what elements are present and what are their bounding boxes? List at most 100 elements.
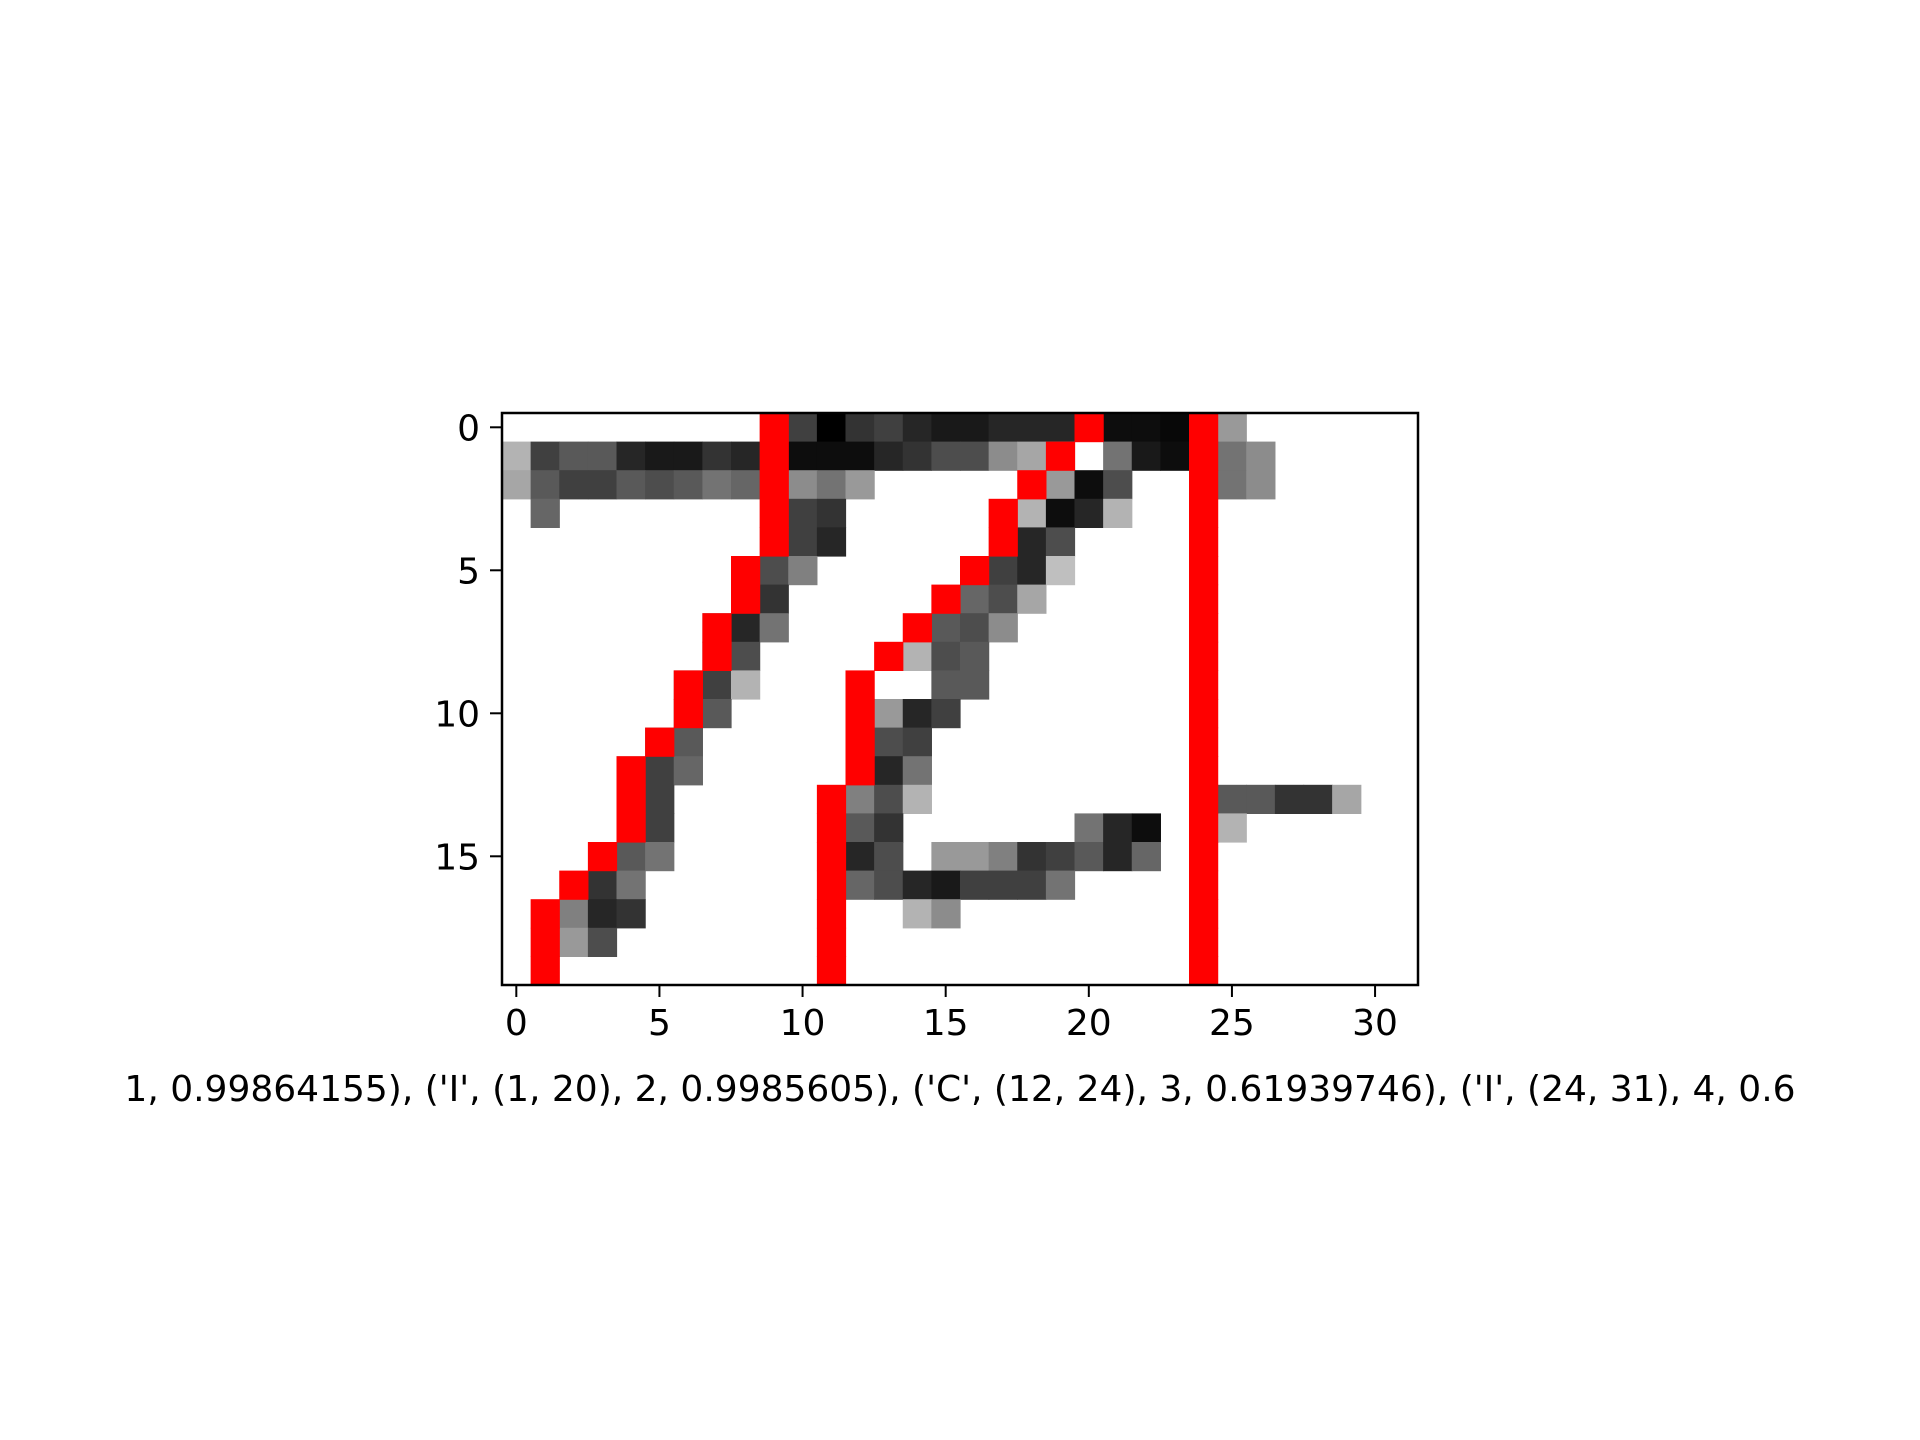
segment-pixel (1189, 899, 1219, 929)
image-pixel (702, 699, 732, 729)
image-pixel (1074, 813, 1104, 843)
image-pixel (1332, 784, 1362, 814)
image-pixel (1017, 413, 1047, 443)
image-pixel (1045, 556, 1076, 586)
image-pixel (1045, 842, 1076, 872)
plot-area: 0 5 10 15 20 25 30 0 5 10 15 (434, 408, 1420, 1044)
segment-pixel (1074, 413, 1104, 443)
image-pixel (1246, 441, 1276, 471)
image-pixel (1274, 784, 1305, 814)
image-pixel (616, 870, 646, 900)
segment-pixel (816, 813, 847, 843)
image-pixel (988, 870, 1018, 900)
image-pixel (931, 842, 961, 872)
image-pixel (1103, 413, 1133, 443)
image-pixel (874, 813, 904, 843)
image-pixel (645, 441, 675, 471)
x-tick-label: 15 (923, 1003, 969, 1044)
segment-pixel (616, 784, 646, 814)
image-pixel (1045, 527, 1076, 557)
segment-pixel (587, 842, 618, 872)
segment-pixel (816, 870, 847, 900)
x-tick-label: 0 (505, 1003, 528, 1044)
segment-pixel (530, 956, 560, 986)
segment-pixel (759, 527, 789, 557)
image-pixel (1131, 842, 1161, 872)
image-pixel (645, 813, 675, 843)
image-pixel (616, 470, 646, 500)
segment-pixel (845, 756, 875, 786)
image-pixel (1303, 784, 1333, 814)
image-pixel (988, 842, 1018, 872)
segment-pixel (1189, 813, 1219, 843)
image-pixel (960, 870, 990, 900)
caption-text: 1, 0.99864155), ('I', (1, 20), 2, 0.9985… (124, 1069, 1795, 1110)
image-pixel (702, 470, 732, 500)
segment-pixel (931, 584, 961, 614)
image-pixel (616, 842, 646, 872)
image-pixel (902, 413, 932, 443)
image-pixel (816, 470, 847, 500)
y-axis: 0 5 10 15 (434, 408, 502, 878)
segment-pixel (988, 498, 1018, 528)
image-pixel (1103, 441, 1133, 471)
image-pixel (788, 470, 818, 500)
image-pixel (788, 413, 818, 443)
image-pixel (988, 441, 1018, 471)
image-pixel (759, 584, 789, 614)
segment-pixel (1189, 927, 1219, 957)
segment-pixel (702, 641, 732, 671)
image-pixel (931, 613, 961, 643)
image-pixel (1017, 870, 1047, 900)
y-tick-label: 5 (457, 551, 480, 592)
segment-pixel (673, 670, 703, 700)
image-pixel (874, 699, 904, 729)
image-pixel (1131, 813, 1161, 843)
image-pixel (845, 842, 875, 872)
image-pixel (988, 556, 1018, 586)
image-pixel (502, 441, 532, 471)
x-tick-label: 20 (1066, 1003, 1112, 1044)
image-pixel (788, 441, 818, 471)
image-pixel (559, 899, 589, 929)
segment-pixel (1017, 470, 1047, 500)
segment-pixel (1189, 784, 1219, 814)
image-pixel (788, 556, 818, 586)
image-pixel (1103, 470, 1133, 500)
image-pixel (1217, 470, 1247, 500)
segment-pixel (816, 842, 847, 872)
image-pixel (587, 927, 618, 957)
segment-pixel (816, 927, 847, 957)
x-tick-label: 10 (780, 1003, 826, 1044)
image-pixel (673, 470, 703, 500)
image-pixel (960, 670, 990, 700)
image-pixel (845, 784, 875, 814)
segment-pixel (759, 498, 789, 528)
image-pixel (874, 784, 904, 814)
image-pixel (931, 899, 961, 929)
image-pixel (673, 441, 703, 471)
segment-pixel (530, 927, 560, 957)
image-pixel (845, 470, 875, 500)
image-pixel (816, 413, 847, 443)
image-pixel (816, 527, 847, 557)
image-pixel (1131, 413, 1161, 443)
segment-pixel (1189, 527, 1219, 557)
segment-pixel (759, 470, 789, 500)
image-pixel (702, 441, 732, 471)
image-pixel (988, 584, 1018, 614)
image-pixel (673, 756, 703, 786)
segment-pixel (1189, 956, 1219, 986)
segment-pixel (1189, 413, 1219, 443)
image-pixel (1131, 441, 1161, 471)
image-pixel (731, 641, 761, 671)
image-pixel (1217, 413, 1247, 443)
segment-pixel (759, 413, 789, 443)
segment-pixel (1189, 756, 1219, 786)
segment-pixel (902, 613, 932, 643)
segment-pixel (559, 870, 589, 900)
image-pixel (1246, 470, 1276, 500)
image-pixel (1017, 584, 1047, 614)
image-pixel (616, 899, 646, 929)
segment-pixel (1189, 498, 1219, 528)
